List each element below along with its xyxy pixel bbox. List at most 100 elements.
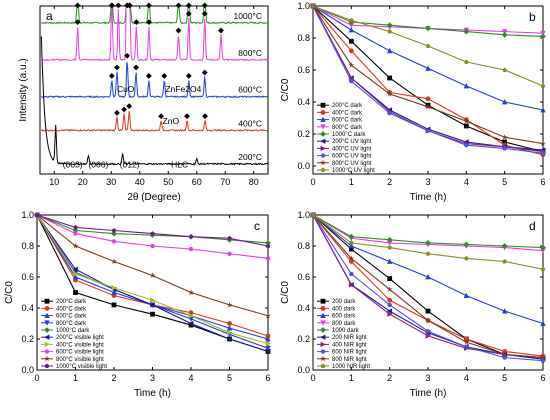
x-tick-label: 2 [111, 373, 116, 383]
data-point [540, 358, 546, 363]
peak-marker [74, 19, 81, 26]
y-tick-label: 0.0 [297, 365, 310, 375]
data-point [227, 321, 232, 326]
legend-swatch-marker [44, 334, 50, 340]
data-point [348, 246, 354, 252]
data-point [348, 79, 354, 84]
data-point [425, 96, 431, 102]
data-point [264, 312, 272, 319]
legend-label: 400°C UV light [332, 146, 372, 152]
peak-marker [184, 113, 190, 120]
series-600-c-uv-light [310, 3, 546, 156]
legend-swatch-marker [44, 312, 50, 318]
data-point [501, 31, 508, 38]
x-tick-label: 2 [387, 177, 392, 187]
peak-marker [108, 73, 115, 79]
legend-swatch-marker [320, 312, 326, 318]
y-axis-title: Intensity (a.u.) [18, 58, 29, 121]
x-tick-label: 4 [464, 373, 469, 383]
data-point [425, 240, 431, 246]
data-point [150, 297, 156, 303]
x-tick-label: 5 [227, 373, 232, 383]
xrd-line [41, 5, 269, 62]
data-point [463, 118, 470, 124]
data-point [463, 143, 469, 148]
data-point [425, 308, 431, 314]
legend-label: 600°C UV light [332, 154, 372, 160]
peak-marker [202, 113, 208, 120]
legend-swatch-marker [320, 138, 326, 144]
y-tick-label: 0.8 [297, 33, 310, 43]
x-tick-label: 0 [34, 373, 39, 383]
peak-marker [108, 2, 115, 9]
x-tick-label: 0 [310, 177, 315, 187]
data-point [502, 146, 508, 151]
data-point [227, 330, 233, 336]
data-point [34, 212, 40, 217]
legend-label: 1000°C dark [332, 132, 366, 138]
data-point [425, 43, 431, 48]
x-tick-label: 50 [163, 177, 173, 187]
legend-label: 400°C dark [56, 306, 87, 312]
data-point [501, 308, 508, 314]
x-axis-title: Time (h) [410, 388, 447, 399]
data-point [501, 29, 508, 35]
data-point [265, 243, 271, 248]
series-1000-dark [310, 212, 546, 251]
data-point [425, 274, 431, 280]
data-point [348, 282, 355, 288]
legend-swatch-marker [44, 320, 50, 326]
x-tick-label: 3 [425, 373, 430, 383]
data-point [463, 344, 469, 349]
data-point [348, 22, 355, 29]
xrd-line [40, 36, 269, 166]
x-tick-label: 0 [310, 373, 315, 383]
data-point [348, 27, 355, 33]
data-point [425, 329, 431, 334]
peak-marker [201, 10, 208, 17]
data-point [310, 212, 316, 217]
legend-label: 800°C UV light [332, 161, 372, 167]
annotation-label: ZnO [163, 116, 180, 126]
data-point [72, 242, 79, 249]
data-point [539, 354, 547, 361]
x-tick-label: 6 [540, 373, 545, 383]
data-point [310, 3, 316, 8]
data-point [540, 266, 546, 272]
data-point [187, 289, 195, 296]
data-point [387, 311, 393, 317]
data-point [150, 243, 155, 249]
panel-letter: a [46, 9, 53, 23]
peak-marker [175, 27, 182, 34]
data-point [73, 290, 78, 295]
legend-label: 800°C dark [332, 125, 363, 131]
data-point [502, 67, 507, 72]
data-point [110, 258, 118, 265]
xrd-trace-400-c: 400°C [40, 103, 269, 132]
x-tick-label: 80 [249, 177, 259, 187]
data-point [424, 317, 432, 323]
xrd-line [40, 62, 269, 99]
data-point [425, 25, 431, 32]
peak-marker [145, 19, 152, 26]
data-point [463, 241, 470, 248]
data-point [265, 256, 271, 261]
legend-label: 800°C dark [56, 321, 87, 327]
data-point [463, 338, 470, 345]
data-point [387, 245, 392, 250]
x-tick-label: 60 [192, 177, 202, 187]
data-point [387, 302, 393, 307]
x-tick-label: 2 [387, 373, 392, 383]
data-point [150, 231, 155, 236]
panel-a: a 10 20 30 40 50 60 70 80 2θ (Degree) Intensity (a… [18, 2, 269, 203]
annotation-label: ZnFe2O4 [165, 84, 201, 94]
data-point [386, 286, 393, 292]
data-point [464, 59, 469, 64]
data-point [387, 75, 393, 81]
data-point [386, 47, 393, 54]
series-line [36, 214, 269, 247]
y-tick-label: 0.6 [21, 272, 34, 282]
y-tick-label: 0.8 [297, 241, 310, 251]
legend-swatch-marker [319, 159, 327, 166]
